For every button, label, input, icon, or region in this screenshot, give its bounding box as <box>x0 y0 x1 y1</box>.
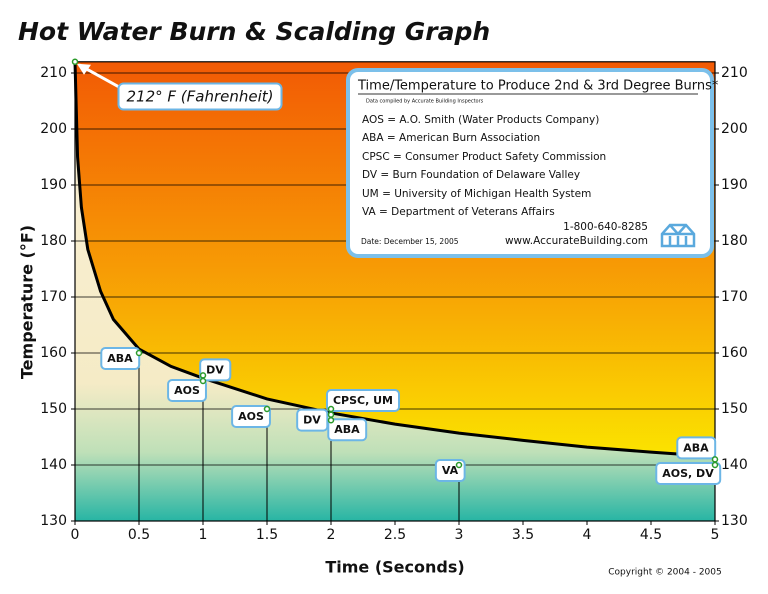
y-tick-label: 210 <box>721 65 748 81</box>
y-tick-label: 160 <box>721 345 748 361</box>
annotation: 212° F (Fahrenheit) <box>117 82 283 111</box>
point-label: AOS, DV <box>655 462 722 485</box>
marks: ABA AOS DV AOS CPSC, UM DV ABA VA ABA AOS, DV 212°… <box>71 58 722 521</box>
point-label: ABA <box>327 418 368 442</box>
point <box>455 461 463 469</box>
point-label-text: ABA <box>334 423 360 436</box>
point <box>327 411 335 418</box>
y-axis-label: Temperature (°F) <box>18 225 37 379</box>
point-label: ABA <box>100 347 141 370</box>
logo <box>660 223 696 248</box>
y-tick-label: 130 <box>721 513 748 529</box>
point <box>327 405 335 413</box>
point-label-text: ABA <box>107 352 133 365</box>
point-label-text: DV <box>303 414 321 427</box>
point-label-text: ABA <box>683 441 709 454</box>
info-line: VA = Department of Veterans Affairs <box>362 206 555 218</box>
info-box: Time/Temperature to Produce 2nd & 3rd De… <box>346 68 719 258</box>
x-tick-label: 0 <box>71 527 80 543</box>
annotation-point <box>71 58 79 66</box>
info-box-frame <box>346 68 714 258</box>
x-tick-label: 0.5 <box>128 527 150 543</box>
info-line: UM = University of Michigan Health Syste… <box>362 188 591 200</box>
point-label-text: AOS, DV <box>662 467 714 480</box>
y-tick-label: 150 <box>40 401 67 417</box>
y-tick-label: 140 <box>721 457 748 473</box>
y-tick-label: 200 <box>40 121 67 137</box>
y-tick-label: 160 <box>40 345 67 361</box>
info-phone: 1-800-640-8285 <box>563 221 648 233</box>
y-tick-label: 180 <box>721 233 748 249</box>
x-tick-label: 5 <box>711 527 720 543</box>
x-tick-label: 3.5 <box>512 527 534 543</box>
x-axis-label: Time (Seconds) <box>325 558 464 577</box>
label-box <box>167 379 207 402</box>
point <box>327 416 335 424</box>
y-tick-label: 180 <box>40 233 67 249</box>
annotation-box <box>117 82 283 111</box>
point <box>711 456 719 463</box>
chart-title: Hot Water Burn & Scalding Graph <box>18 17 490 46</box>
info-website: www.AccurateBuilding.com <box>505 235 648 247</box>
y-tick-label: 190 <box>40 177 67 193</box>
x-tick-label: 4 <box>583 527 592 543</box>
point <box>199 372 207 379</box>
y-tick-label: 150 <box>721 401 748 417</box>
y-tick-label: 170 <box>721 289 748 305</box>
info-note: Data compiled by Accurate Building Inspe… <box>366 99 484 105</box>
y-tick-label: 210 <box>40 65 67 81</box>
point-label-text: CPSC, UM <box>333 394 393 407</box>
point-label: DV <box>296 408 329 432</box>
x-tick-label: 2.5 <box>384 527 406 543</box>
info-line: ABA = American Burn Association <box>362 132 540 144</box>
copyright: Copyright © 2004 - 2005 <box>608 568 721 578</box>
point <box>711 461 719 469</box>
info-line: DV = Burn Foundation of Delaware Valley <box>362 169 580 181</box>
point-label-text: AOS <box>238 410 264 423</box>
y-tick-label: 140 <box>40 457 67 473</box>
label-box <box>231 405 271 428</box>
y-tick-label: 130 <box>40 513 67 529</box>
point-label: ABA <box>676 436 717 460</box>
x-tick-label: 2 <box>327 527 336 543</box>
info-date: Date: December 15, 2005 <box>361 237 459 246</box>
y-tick-label: 200 <box>721 121 748 137</box>
info-title: Time/Temperature to Produce 2nd & 3rd De… <box>357 79 719 94</box>
label-box <box>327 418 368 442</box>
point-label: DV <box>199 358 232 382</box>
annotation-text: 212° F (Fahrenheit) <box>126 88 273 106</box>
label-box <box>296 408 329 432</box>
point <box>135 349 143 357</box>
label-box <box>100 347 141 370</box>
x-tick-label: 3 <box>455 527 464 543</box>
label-box <box>325 389 401 412</box>
info-line: AOS = A.O. Smith (Water Products Company… <box>362 114 599 126</box>
point <box>199 377 207 385</box>
x-tick-label: 1.5 <box>256 527 278 543</box>
y-tick-label: 190 <box>721 177 748 193</box>
label-box <box>676 436 717 460</box>
annotation-arrowhead <box>77 63 91 75</box>
label-box <box>199 358 232 382</box>
point-label: AOS <box>231 405 271 428</box>
info-line: CPSC = Consumer Product Safety Commissio… <box>362 151 606 163</box>
point <box>263 405 271 413</box>
point-label: AOS <box>167 379 207 402</box>
plot-frame <box>74 61 716 522</box>
x-tick-label: 4.5 <box>640 527 662 543</box>
label-box <box>655 462 722 485</box>
point-label: CPSC, UM <box>325 389 401 412</box>
y-tick-label: 170 <box>40 289 67 305</box>
point-label-text: DV <box>206 363 224 376</box>
point-label-text: VA <box>442 464 459 477</box>
x-tick-label: 1 <box>199 527 208 543</box>
point-label-text: AOS <box>174 384 200 397</box>
